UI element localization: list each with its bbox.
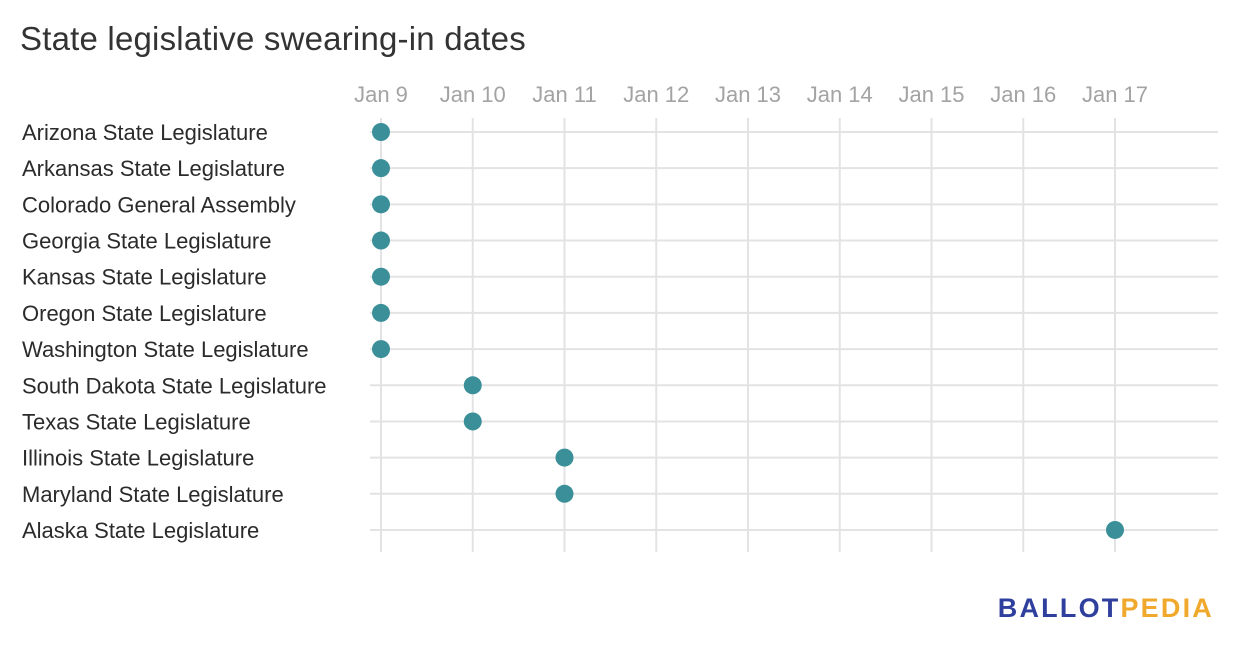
x-tick-label: Jan 15 — [898, 82, 964, 107]
x-tick-label: Jan 10 — [440, 82, 506, 107]
row-labels: Arizona State Legislature Arkansas State … — [22, 120, 327, 543]
x-tick-label: Jan 9 — [354, 82, 408, 107]
row-label: Georgia State Legislature — [22, 229, 272, 254]
data-point — [555, 484, 574, 503]
logo-text-pedia: PEDIA — [1120, 593, 1214, 623]
x-tick-label: Jan 17 — [1082, 82, 1148, 107]
row-label: Colorado General Assembly — [22, 192, 296, 217]
data-point — [372, 159, 390, 178]
x-tick-label: Jan 11 — [532, 82, 596, 107]
data-point — [372, 231, 390, 250]
logo-text-ballot: BALLOT — [997, 593, 1121, 623]
x-tick-label: Jan 12 — [623, 82, 689, 107]
data-points — [372, 123, 1124, 539]
row-label: Oregon State Legislature — [22, 301, 267, 326]
row-label: Illinois State Legislature — [22, 446, 254, 471]
row-label: Maryland State Legislature — [22, 482, 284, 507]
data-point — [372, 123, 390, 141]
row-label: South Dakota State Legislature — [22, 373, 327, 398]
x-tick-label: Jan 16 — [990, 82, 1056, 107]
x-tick-label: Jan 14 — [807, 82, 873, 107]
x-axis-ticks: Jan 9 Jan 10 Jan 11 Jan 12 Jan 13 Jan 14 Jan 1… — [354, 82, 1148, 107]
data-point — [463, 376, 482, 395]
row-label: Arizona State Legislature — [22, 120, 268, 145]
data-point — [372, 195, 390, 214]
data-point — [372, 267, 390, 286]
row-label: Washington State Legislature — [22, 337, 309, 362]
ballotpedia-logo: BALLOTPEDIA — [998, 593, 1214, 624]
data-point — [555, 448, 574, 467]
row-label: Arkansas State Legislature — [22, 156, 285, 181]
data-point — [1106, 520, 1124, 539]
row-label: Texas State Legislature — [22, 409, 251, 434]
row-label: Alaska State Legislature — [22, 518, 259, 543]
row-label: Kansas State Legislature — [22, 265, 267, 290]
data-point — [463, 412, 482, 431]
x-tick-label: Jan 13 — [715, 82, 781, 107]
data-point — [372, 303, 390, 322]
grid-lines — [370, 118, 1218, 552]
chart-title: State legislative swearing-in dates — [20, 20, 526, 57]
data-point — [372, 340, 390, 359]
